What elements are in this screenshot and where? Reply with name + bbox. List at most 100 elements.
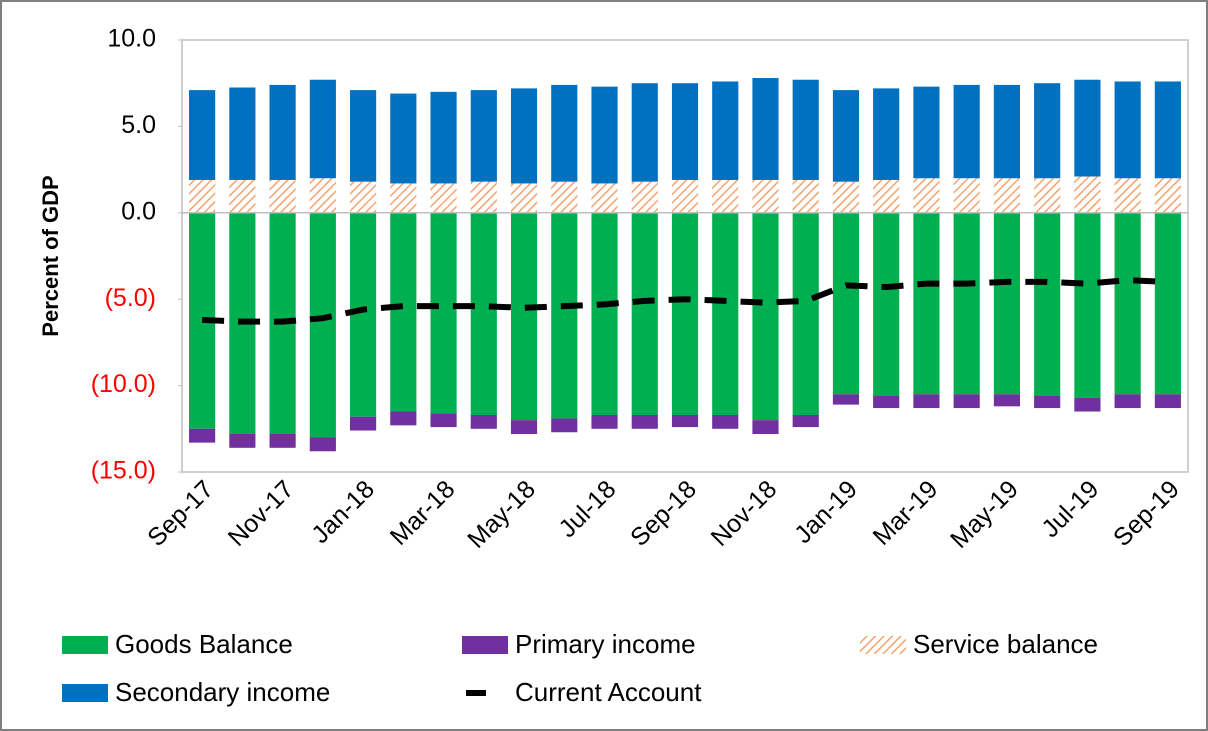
bar-segment: [269, 433, 296, 448]
bar-segment: [591, 183, 618, 213]
bar-segment: [470, 212, 497, 415]
bar-segment: [873, 88, 900, 180]
bar-segment: [350, 212, 377, 417]
y-tick-label: 0.0: [121, 197, 156, 225]
bar-segment: [390, 411, 417, 426]
bar-segment: [510, 212, 538, 421]
bar-segment: [430, 212, 457, 414]
bar-segment: [671, 414, 699, 428]
legend-swatch: [860, 636, 906, 654]
bar-segment: [1034, 178, 1061, 213]
bar-segment: [953, 178, 980, 213]
bar-segment: [1154, 81, 1181, 179]
bar-segment: [551, 181, 578, 213]
bar-segment: [470, 90, 497, 182]
bar-segment: [350, 90, 377, 182]
bar-segment: [953, 84, 980, 179]
bar-segment: [792, 79, 819, 180]
bar-segment: [792, 414, 819, 428]
y-tick-label: 5.0: [121, 111, 156, 139]
line: [201, 277, 1169, 325]
bar-segment: [1154, 394, 1181, 409]
y-axis-title: Percent of GDP: [38, 175, 63, 336]
bar-segment: [993, 84, 1020, 179]
legend-label: Goods Balance: [115, 629, 293, 659]
legend-swatch: [62, 684, 108, 702]
bar-segment: [993, 178, 1020, 213]
bar-segment: [913, 394, 940, 409]
bar-segment: [1154, 212, 1181, 395]
bar-segment: [510, 183, 538, 213]
bar-segment: [792, 179, 819, 213]
bar-segment: [1034, 395, 1061, 409]
bar-segment: [752, 420, 779, 434]
bar-segment: [1114, 81, 1141, 179]
bar-segment: [470, 414, 497, 429]
bar-segment: [350, 181, 377, 213]
y-tick-label: (5.0): [105, 284, 156, 312]
bar-segment: [953, 394, 980, 409]
bar-segment: [269, 179, 296, 213]
bar-segment: [551, 212, 578, 419]
bar-segment: [832, 90, 860, 182]
bar-segment: [229, 87, 256, 180]
legend-swatch: [62, 636, 108, 654]
bar-segment: [591, 414, 618, 429]
bar-segment: [712, 81, 739, 180]
legend-label: Primary income: [515, 629, 696, 659]
bar-segment: [993, 212, 1020, 395]
bar-segment: [591, 212, 618, 415]
bar-segment: [873, 179, 900, 213]
bar-segment: [993, 394, 1020, 407]
bar-segment: [671, 83, 699, 180]
bar-segment: [1074, 397, 1101, 412]
bar-segment: [913, 212, 940, 395]
bar-segment: [470, 181, 497, 213]
bar-segment: [913, 178, 940, 213]
bar-segment: [631, 212, 658, 415]
bar-segment: [1114, 394, 1141, 409]
bar-segment: [1074, 79, 1101, 177]
bar-segment: [350, 416, 377, 431]
legend-label: Current Account: [515, 677, 702, 707]
bar-segment: [189, 428, 216, 443]
y-tick-label: (15.0): [91, 457, 156, 485]
bar-segment: [953, 212, 980, 395]
legend-swatch: [462, 636, 508, 654]
bar-segment: [873, 212, 900, 396]
bar-segment: [189, 179, 216, 213]
bar-segment: [1154, 178, 1181, 213]
bar-segment: [430, 91, 457, 184]
bar-segment: [229, 179, 256, 213]
bar-segment: [309, 79, 336, 179]
bar-segment: [390, 183, 417, 213]
bar-segment: [671, 179, 699, 213]
bar-segment: [430, 183, 457, 213]
bar-segment: [712, 414, 739, 429]
bar-segment: [229, 433, 256, 448]
bar-segment: [832, 394, 860, 405]
bar-segment: [752, 212, 779, 421]
bar-segment: [631, 414, 658, 429]
bar-segment: [832, 181, 860, 213]
bar-segment: [510, 420, 538, 434]
bar-segment: [1034, 83, 1061, 179]
bar-segment: [309, 178, 336, 213]
bar-segment: [631, 181, 658, 213]
bar-segment: [269, 84, 296, 180]
bar-segment: [390, 93, 417, 184]
bar-segment: [712, 212, 739, 415]
bar-segment: [551, 84, 578, 182]
bar-segment: [1074, 212, 1101, 398]
bar-segment: [510, 88, 538, 184]
bar-segment: [309, 437, 336, 452]
bar-segment: [631, 83, 658, 182]
bar-segment: [189, 90, 216, 180]
bar-segment: [1114, 212, 1141, 395]
bar-segment: [752, 78, 779, 180]
bar-segment: [1034, 212, 1061, 396]
bar-segment: [873, 395, 900, 409]
bar-segment: [913, 86, 940, 179]
bar-segment: [1114, 178, 1141, 213]
